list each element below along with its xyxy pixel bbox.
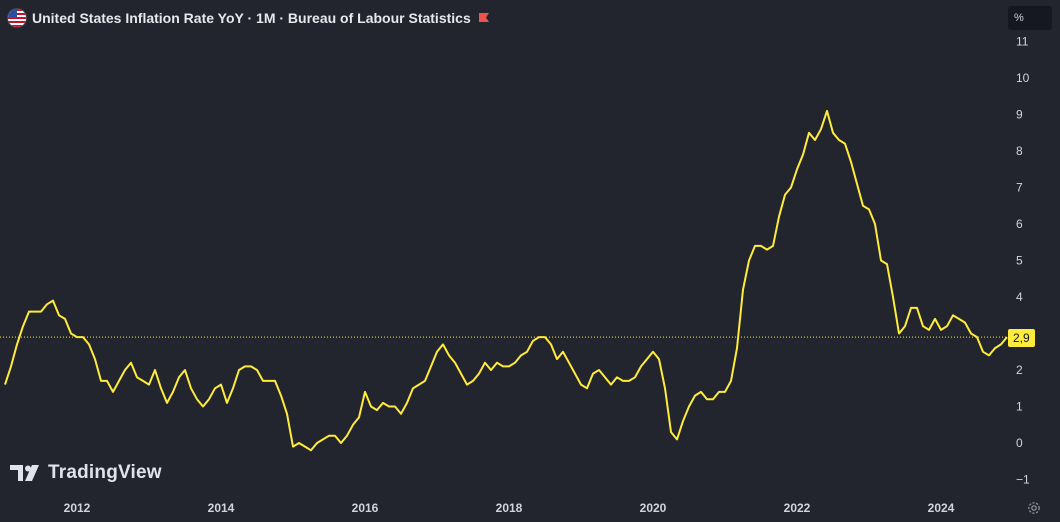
y-tick-label: 1 bbox=[1016, 400, 1023, 414]
red-flag-icon[interactable] bbox=[477, 11, 491, 25]
tradingview-logo-icon bbox=[10, 465, 39, 481]
unit-selector[interactable]: % bbox=[1008, 6, 1052, 30]
tradingview-logo: TradingView bbox=[10, 461, 162, 485]
y-tick-label: 6 bbox=[1016, 217, 1023, 231]
x-tick-label: 2022 bbox=[784, 501, 811, 515]
inflation-series-line[interactable] bbox=[4, 109, 1008, 452]
chart-title: United States Inflation Rate YoY · 1M · … bbox=[32, 10, 471, 26]
settings-icon[interactable] bbox=[1027, 501, 1041, 515]
y-axis: −101234567891011 bbox=[1016, 35, 1030, 487]
y-tick-label: 7 bbox=[1016, 181, 1023, 195]
y-tick-label: 10 bbox=[1016, 71, 1030, 85]
tradingview-wordmark: TradingView bbox=[48, 462, 162, 483]
y-tick-label: 11 bbox=[1016, 35, 1029, 49]
x-tick-label: 2020 bbox=[640, 501, 667, 515]
y-tick-label: 0 bbox=[1016, 436, 1023, 450]
y-tick-label: 8 bbox=[1016, 144, 1023, 158]
chart-header: United States Inflation Rate YoY · 1M · … bbox=[8, 8, 491, 28]
us-flag-icon bbox=[8, 9, 26, 27]
x-tick-label: 2024 bbox=[928, 501, 955, 515]
x-tick-label: 2012 bbox=[64, 501, 91, 515]
y-tick-label: 5 bbox=[1016, 254, 1023, 268]
x-tick-label: 2018 bbox=[496, 501, 523, 515]
y-tick-label: 9 bbox=[1016, 108, 1023, 122]
x-tick-label: 2014 bbox=[208, 501, 235, 515]
last-value-badge: 2,9 bbox=[1008, 329, 1035, 347]
y-tick-label: 4 bbox=[1016, 290, 1023, 304]
y-tick-label: 2 bbox=[1016, 363, 1023, 377]
y-tick-label: −1 bbox=[1016, 473, 1030, 487]
x-tick-label: 2016 bbox=[352, 501, 379, 515]
x-axis: 2012 2014 2016 2018 2020 2022 2024 bbox=[64, 501, 955, 515]
